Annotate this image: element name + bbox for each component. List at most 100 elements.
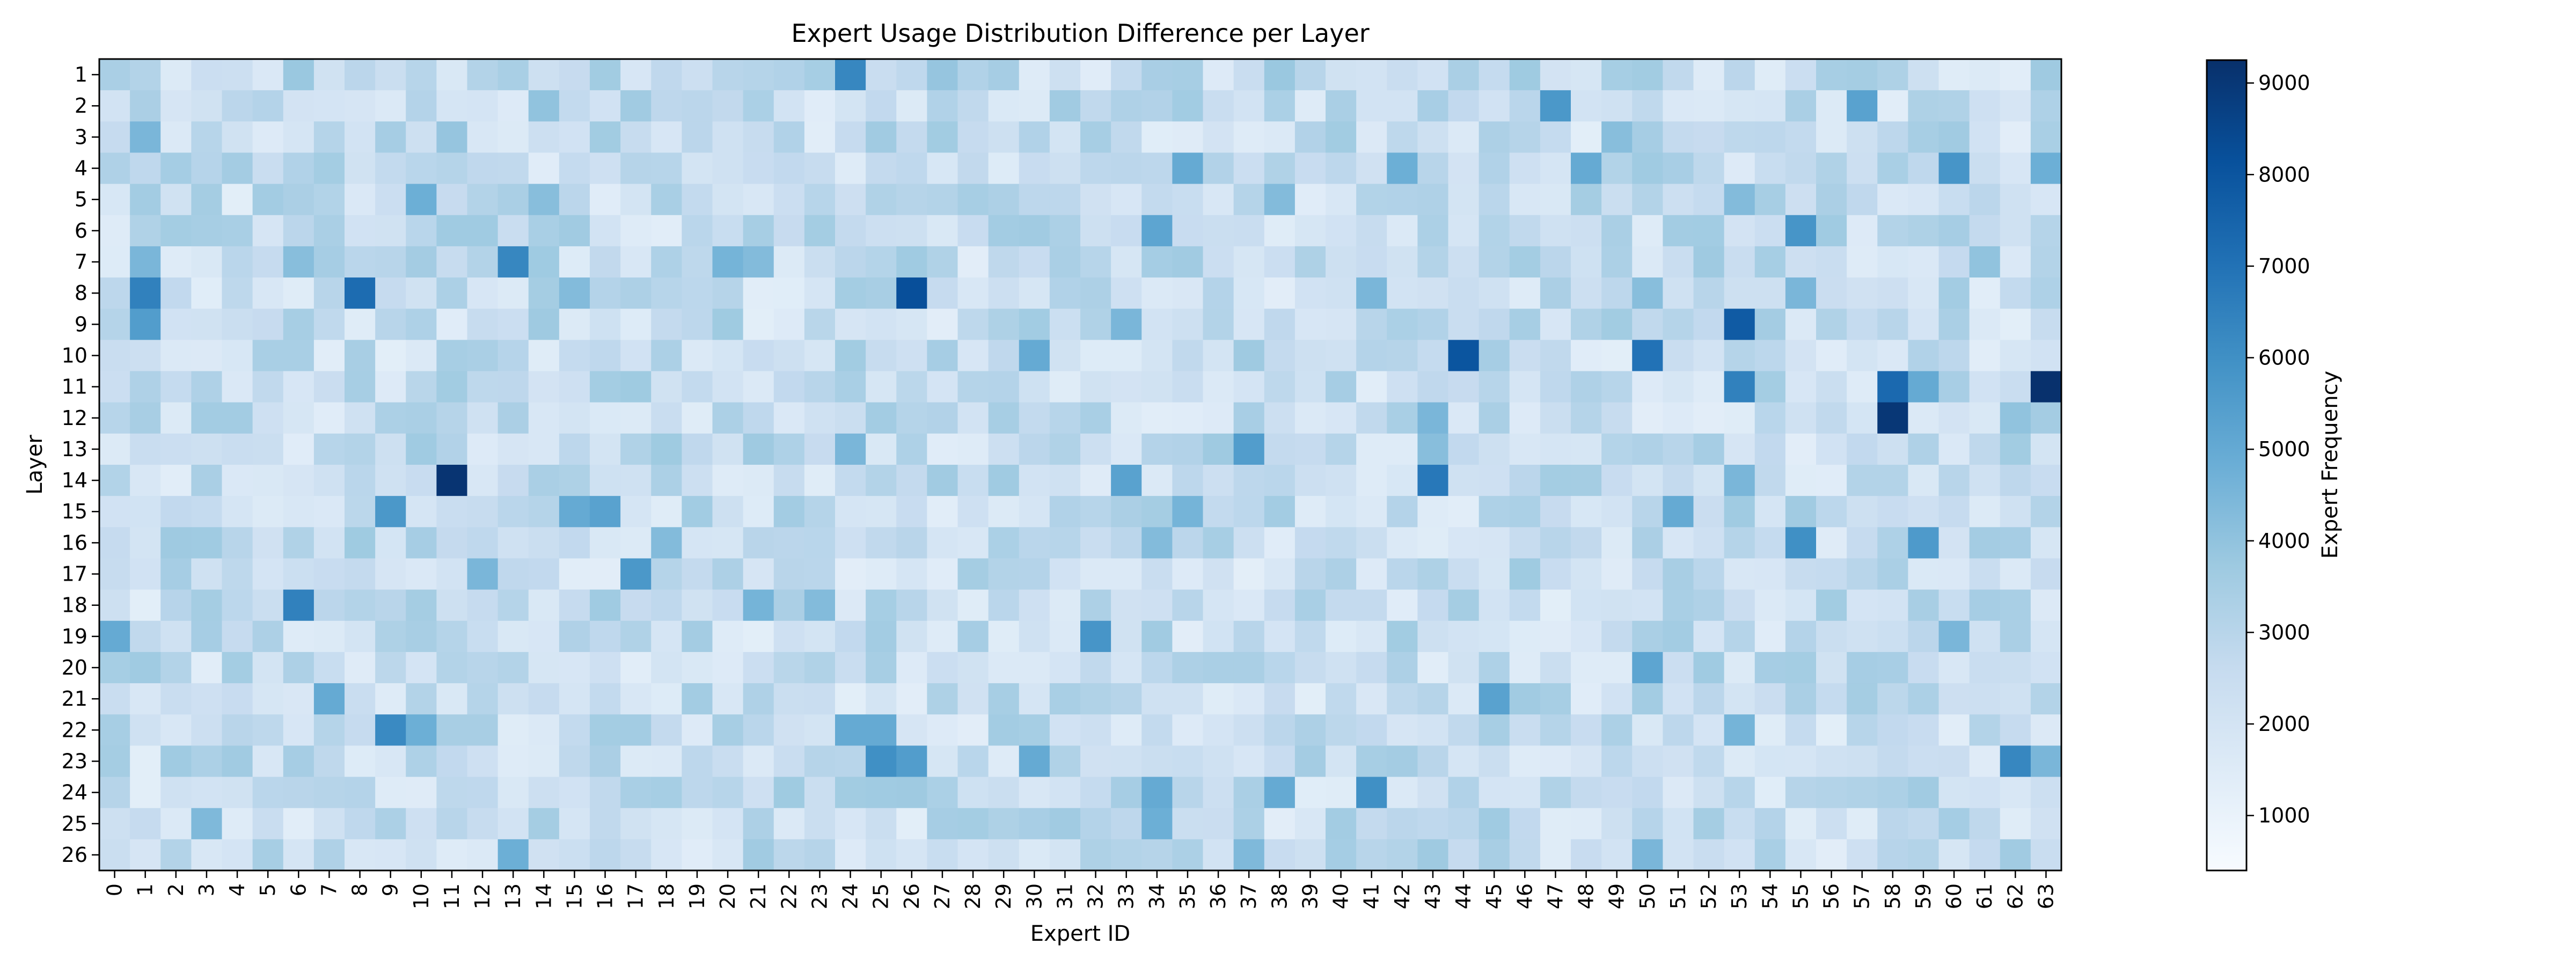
heatmap-cell (1141, 465, 1173, 496)
heatmap-cell (1816, 246, 1847, 278)
heatmap-cell (1908, 90, 1940, 122)
heatmap-cell (620, 90, 652, 122)
heatmap-cell (1141, 589, 1173, 621)
heatmap-cell (436, 309, 468, 340)
heatmap-cell (835, 371, 866, 403)
heatmap-cell (1693, 121, 1725, 153)
heatmap-cell (467, 90, 499, 122)
heatmap-cell (130, 433, 161, 465)
y-tick-label: 4 (75, 157, 87, 180)
heatmap-cell (804, 246, 836, 278)
heatmap-cell (1663, 465, 1694, 496)
heatmap-cell (712, 527, 744, 559)
heatmap-cell (1754, 433, 1786, 465)
heatmap-cell (252, 558, 284, 590)
heatmap-cell (1448, 683, 1480, 715)
heatmap-cell (375, 433, 406, 465)
heatmap-cell (436, 184, 468, 216)
heatmap-cell (313, 184, 345, 216)
heatmap-cell (252, 277, 284, 309)
heatmap-cell (1019, 527, 1050, 559)
heatmap-cell (1080, 527, 1111, 559)
heatmap-cell (804, 527, 836, 559)
heatmap-cell (866, 465, 897, 496)
heatmap-cell (1693, 808, 1725, 840)
heatmap-cell (1294, 371, 1326, 403)
x-tick-label: 19 (685, 883, 709, 909)
heatmap-cell (467, 558, 499, 590)
heatmap-cell (773, 371, 805, 403)
heatmap-cell (436, 745, 468, 778)
heatmap-cell (283, 683, 314, 715)
heatmap-cell (1724, 184, 1755, 216)
heatmap-cell (130, 683, 161, 715)
heatmap-cell (682, 683, 713, 715)
heatmap-cell (1540, 589, 1571, 621)
heatmap-cell (252, 777, 284, 809)
x-tick-label: 11 (440, 883, 464, 909)
heatmap-cell (1356, 683, 1387, 715)
heatmap-cell (1816, 620, 1847, 653)
x-tick-label: 12 (471, 883, 494, 909)
heatmap-cell (345, 215, 376, 247)
heatmap-cell (1754, 496, 1786, 528)
heatmap-cell (160, 215, 192, 247)
heatmap-cell (99, 558, 130, 590)
heatmap-cell (1049, 246, 1081, 278)
heatmap-cell (252, 121, 284, 153)
heatmap-cell (590, 152, 621, 185)
heatmap-cell (1509, 808, 1541, 840)
heatmap-cell (1877, 340, 1908, 372)
y-tick-label: 1 (75, 63, 87, 86)
heatmap-cell (1877, 402, 1908, 434)
heatmap-cell (222, 309, 253, 340)
heatmap-cell (590, 558, 621, 590)
heatmap-cell (1172, 839, 1204, 871)
heatmap-cell (313, 839, 345, 871)
heatmap-cell (1387, 59, 1418, 91)
heatmap-cell (1141, 371, 1173, 403)
heatmap-cell (896, 340, 927, 372)
x-tick-label: 22 (777, 883, 801, 909)
y-tick-label: 12 (62, 406, 87, 430)
heatmap-cell (1111, 527, 1142, 559)
heatmap-cell (988, 309, 1020, 340)
heatmap-cell (1847, 121, 1878, 153)
heatmap-cell (160, 340, 192, 372)
heatmap-cell (620, 152, 652, 185)
heatmap-cell (1233, 402, 1265, 434)
heatmap-cell (1938, 309, 1970, 340)
heatmap-cell (835, 683, 866, 715)
heatmap-cell (1203, 152, 1234, 185)
heatmap-cell (1111, 309, 1142, 340)
heatmap-cell (436, 808, 468, 840)
x-tick-label: 18 (655, 883, 678, 909)
heatmap-cell (191, 90, 223, 122)
heatmap-cell (957, 215, 989, 247)
heatmap-cell (1754, 558, 1786, 590)
heatmap-cell (773, 121, 805, 153)
heatmap-cell (1847, 309, 1878, 340)
y-tick-label: 18 (62, 594, 87, 617)
heatmap-cell (2000, 246, 2031, 278)
heatmap-cell (252, 683, 284, 715)
heatmap-cell (1172, 215, 1204, 247)
heatmap-cell (130, 309, 161, 340)
heatmap-cell (1601, 745, 1633, 778)
heatmap-cell (99, 777, 130, 809)
heatmap-cell (1632, 465, 1663, 496)
heatmap-cell (773, 839, 805, 871)
heatmap-cell (559, 184, 590, 216)
heatmap-cell (1785, 839, 1817, 871)
heatmap-cell (957, 777, 989, 809)
heatmap-cell (1049, 714, 1081, 746)
heatmap-cell (2030, 465, 2062, 496)
heatmap-cell (222, 433, 253, 465)
heatmap-cell (957, 714, 989, 746)
heatmap-cell (927, 839, 958, 871)
heatmap-cell (1049, 652, 1081, 684)
heatmap-cell (743, 215, 774, 247)
heatmap-cell (1080, 496, 1111, 528)
heatmap-cell (682, 527, 713, 559)
heatmap-cell (1111, 277, 1142, 309)
